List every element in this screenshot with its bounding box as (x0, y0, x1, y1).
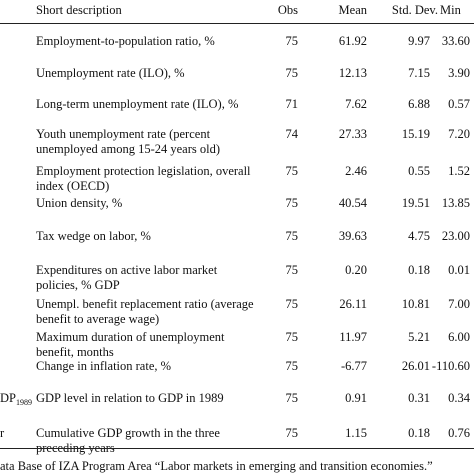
row-variable-label: DP1989 (0, 391, 32, 410)
row-description: Expenditures on active labor market (36, 263, 218, 277)
row-variable-label-text: r (0, 426, 5, 440)
cell-std-dev: 5.21 (408, 330, 430, 344)
cell-std-dev: 4.75 (408, 229, 430, 243)
header-short-description: Short description (36, 3, 122, 17)
row-description: Cumulative GDP growth in the three (36, 426, 220, 440)
cell-min: 3.90 (448, 66, 470, 80)
cell-mean: 7.62 (345, 97, 367, 111)
cell-mean: 1.15 (345, 426, 367, 440)
cell-mean: 11.97 (339, 330, 367, 344)
row-description: benefit, months (36, 345, 114, 359)
cell-obs: 75 (285, 34, 299, 48)
row-description: GDP level in relation to GDP in 1989 (36, 391, 224, 405)
row-description: Employment protection legislation, overa… (36, 164, 251, 178)
cell-mean: 26.11 (339, 297, 367, 311)
row-variable-label-text: DP (0, 391, 16, 405)
cell-std-dev: 26.01 (401, 359, 430, 373)
row-description: Tax wedge on labor, % (36, 229, 151, 243)
cell-min: 0.01 (448, 263, 470, 277)
cell-mean: 61.92 (338, 34, 367, 48)
source-footnote: ata Base of IZA Program Area “Labor mark… (0, 459, 433, 473)
cell-min: 33.60 (441, 34, 470, 48)
cell-obs: 75 (285, 297, 299, 311)
cell-min: 1.52 (448, 164, 470, 178)
cell-mean: 2.46 (345, 164, 367, 178)
header-min: Min (440, 3, 461, 17)
cell-min: -110.60 (431, 359, 470, 373)
header-mean: Mean (338, 3, 367, 17)
cell-mean: 0.91 (345, 391, 367, 405)
cell-obs: 75 (285, 263, 299, 277)
cell-obs: 75 (285, 66, 299, 80)
cell-min: 0.34 (448, 391, 470, 405)
row-description: index (OECD) (36, 179, 110, 193)
header-obs: Obs (277, 3, 298, 17)
cell-mean: -6.77 (340, 359, 367, 373)
row-description: Youth unemployment rate (percent (36, 127, 211, 141)
cell-min: 6.00 (448, 330, 470, 344)
cell-min: 23.00 (441, 229, 470, 243)
cell-obs: 75 (285, 391, 299, 405)
cell-mean: 27.33 (338, 127, 367, 141)
row-description: Employment-to-population ratio, % (36, 34, 215, 48)
cell-std-dev: 10.81 (401, 297, 430, 311)
row-description: Long-term unemployment rate (ILO), % (36, 97, 239, 111)
cell-mean: 0.20 (345, 263, 367, 277)
row-description: policies, % GDP (36, 278, 120, 292)
header-std-dev: Std. Dev. (391, 3, 438, 17)
header-rule (0, 23, 474, 24)
cell-std-dev: 19.51 (401, 196, 430, 210)
bottom-rule (0, 448, 474, 449)
cell-std-dev: 15.19 (401, 127, 430, 141)
row-description: unemployed among 15-24 years old) (36, 142, 220, 156)
cell-min: 7.20 (448, 127, 470, 141)
row-description: Unempl. benefit replacement ratio (avera… (36, 297, 254, 311)
cell-obs: 75 (285, 426, 299, 440)
cell-obs: 75 (285, 229, 299, 243)
cell-mean: 40.54 (338, 196, 367, 210)
cell-min: 13.85 (441, 196, 470, 210)
cell-min: 0.76 (448, 426, 470, 440)
cell-min: 0.57 (448, 97, 470, 111)
cell-std-dev: 0.18 (408, 263, 430, 277)
row-description: benefit to average wage) (36, 312, 160, 326)
row-description: Union density, % (36, 196, 123, 210)
row-variable-label-subscript: 1989 (15, 398, 32, 407)
cell-obs: 71 (285, 97, 299, 111)
row-description: Change in inflation rate, % (36, 359, 172, 373)
cell-mean: 12.13 (338, 66, 367, 80)
row-variable-label: r (0, 426, 4, 441)
cell-std-dev: 6.88 (408, 97, 430, 111)
cell-std-dev: 0.18 (408, 426, 430, 440)
cell-obs: 74 (285, 127, 299, 141)
cell-mean: 39.63 (338, 229, 367, 243)
cell-std-dev: 0.31 (408, 391, 430, 405)
cell-obs: 75 (285, 330, 299, 344)
cell-std-dev: 7.15 (408, 66, 430, 80)
cell-obs: 75 (285, 164, 299, 178)
cell-obs: 75 (285, 196, 299, 210)
cell-obs: 75 (285, 359, 299, 373)
cell-min: 7.00 (448, 297, 470, 311)
cell-std-dev: 9.97 (408, 34, 430, 48)
row-description: Maximum duration of unemployment (36, 330, 225, 344)
row-description: Unemployment rate (ILO), % (36, 66, 185, 80)
cell-std-dev: 0.55 (408, 164, 430, 178)
